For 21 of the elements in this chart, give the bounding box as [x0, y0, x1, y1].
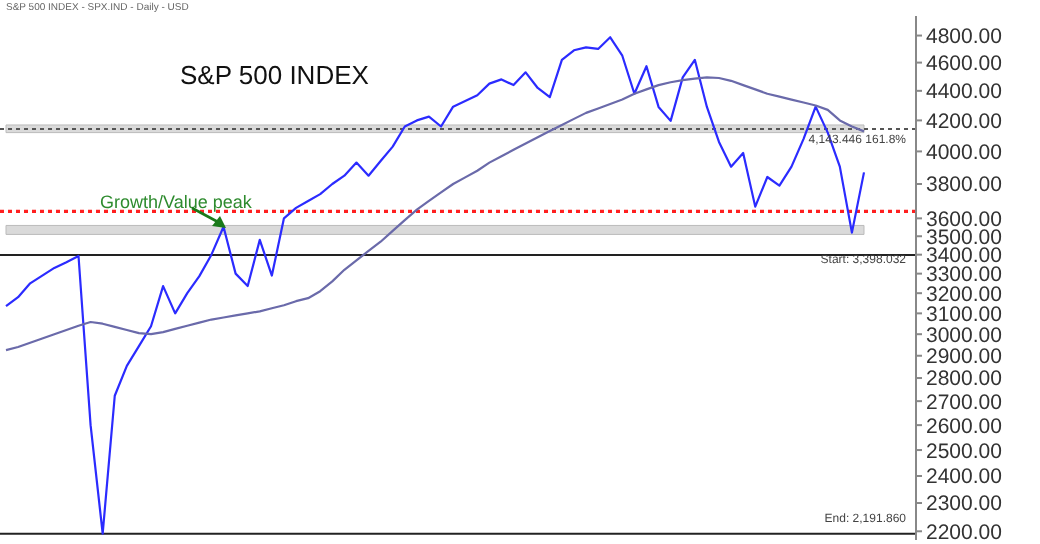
- y-tick-label: 3100.00: [926, 302, 1003, 327]
- y-tick-label: 3300.00: [926, 263, 1003, 288]
- y-tick-label: 4400.00: [926, 80, 1003, 105]
- y-tick-label: 3400.00: [926, 244, 1003, 269]
- y-tick-label: 4600.00: [926, 52, 1003, 77]
- y-tick-label: 2400.00: [926, 465, 1003, 490]
- y-tick-label: 4200.00: [926, 109, 1003, 134]
- annotation: Growth/Value peak: [100, 192, 253, 212]
- y-tick-label: 3200.00: [926, 282, 1003, 307]
- y-tick-label: 4800.00: [926, 25, 1003, 50]
- y-tick-label: 4000.00: [926, 140, 1003, 165]
- y-tick-label: 3800.00: [926, 173, 1003, 198]
- y-tick-label: 2300.00: [926, 492, 1003, 517]
- y-tick-label: 2700.00: [926, 390, 1003, 415]
- y-tick-label: 3000.00: [926, 323, 1003, 348]
- y-tick-label: 2200.00: [926, 520, 1003, 544]
- y-tick-label: 2500.00: [926, 439, 1003, 464]
- text: S&P 500 INDEX: [180, 60, 370, 90]
- y-tick-label: 2800.00: [926, 367, 1003, 392]
- y-tick-label: 2600.00: [926, 414, 1003, 439]
- y-tick-label: 2900.00: [926, 345, 1003, 370]
